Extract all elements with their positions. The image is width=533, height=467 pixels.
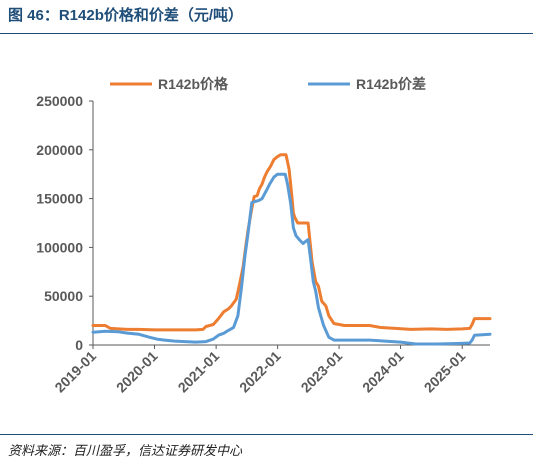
source-divider bbox=[0, 434, 533, 435]
y-tick-label: 100000 bbox=[36, 239, 83, 255]
y-tick-label: 200000 bbox=[36, 142, 83, 158]
line-chart: 0 50000 100000 150000 200000 250000 2019-01 202… bbox=[36, 76, 492, 396]
x-tick-label: 2023-01 bbox=[298, 348, 346, 396]
y-tick-label: 250000 bbox=[36, 93, 83, 109]
figure-title: 图 46：R142b价格和价差（元/吨） bbox=[8, 7, 244, 24]
x-tick-label: 2020-01 bbox=[113, 348, 161, 396]
y-tick-label: 0 bbox=[75, 337, 83, 353]
x-tick-label: 2021-01 bbox=[175, 348, 223, 396]
series-line-price bbox=[91, 153, 492, 332]
x-tick-label: 2024-01 bbox=[359, 348, 407, 396]
source-note: 资料来源：百川盈孚，信达证券研发中心 bbox=[8, 443, 243, 458]
y-tick-label: 150000 bbox=[36, 191, 83, 207]
legend-label-price: R142b价格 bbox=[158, 76, 229, 92]
y-tick-label: 50000 bbox=[44, 288, 83, 304]
x-tick-label: 2022-01 bbox=[236, 348, 284, 396]
x-tick-label: 2025-01 bbox=[421, 348, 469, 396]
title-divider bbox=[0, 33, 533, 34]
x-tick-label: 2019-01 bbox=[51, 348, 99, 396]
series-line-spread bbox=[91, 172, 492, 346]
legend-label-spread: R142b价差 bbox=[356, 76, 426, 92]
